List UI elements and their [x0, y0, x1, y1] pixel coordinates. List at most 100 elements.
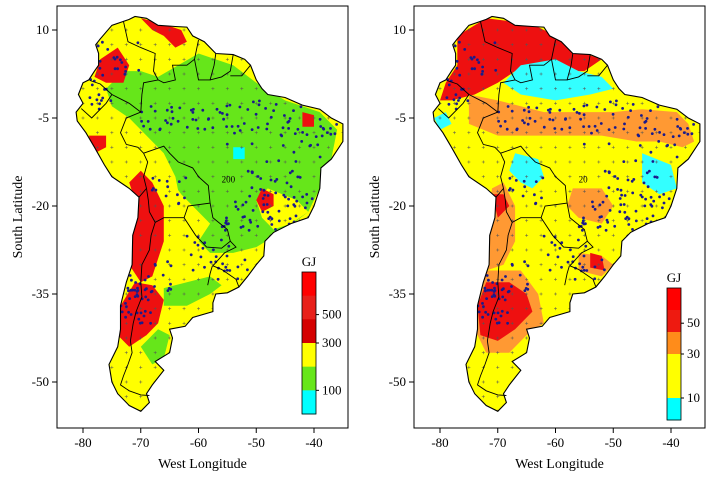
- station-dot: [305, 133, 309, 137]
- station-dot: [233, 131, 236, 135]
- grid-marker: [153, 248, 157, 252]
- grid-marker: [312, 175, 316, 179]
- station-dot: [692, 123, 695, 126]
- grid-marker: [655, 189, 659, 193]
- contour-label: 20: [579, 175, 589, 185]
- station-dot: [593, 124, 597, 128]
- station-dot: [273, 179, 277, 183]
- station-dot: [252, 100, 255, 104]
- station-dot: [221, 262, 225, 266]
- station-dot: [494, 317, 498, 321]
- grid-marker: [124, 336, 128, 340]
- grid-marker: [153, 131, 157, 135]
- station-dot: [497, 119, 500, 123]
- station-dot: [560, 265, 563, 269]
- station-dot: [100, 99, 103, 102]
- grid-marker: [139, 189, 143, 193]
- grid-marker: [110, 43, 114, 47]
- station-dot: [243, 258, 247, 262]
- grid-marker: [481, 145, 485, 149]
- grid-marker: [139, 307, 143, 311]
- grid-marker: [496, 351, 500, 355]
- grid-marker: [539, 43, 543, 47]
- station-dot: [638, 126, 642, 130]
- grid-marker: [182, 277, 186, 281]
- station-dot: [575, 111, 579, 114]
- grid-marker: [539, 219, 543, 223]
- legend-swatch: [667, 354, 681, 377]
- station-dot: [578, 262, 581, 266]
- grid-marker: [139, 145, 143, 149]
- grid-marker: [240, 101, 244, 105]
- grid-marker: [539, 145, 543, 149]
- station-dot: [143, 278, 147, 282]
- station-dot: [129, 313, 133, 316]
- station-dot: [613, 126, 617, 129]
- grid-marker: [312, 131, 316, 135]
- station-dot: [170, 105, 174, 109]
- station-dot: [652, 199, 656, 203]
- station-dot: [257, 103, 261, 107]
- grid-marker: [95, 72, 99, 76]
- station-dot: [527, 110, 531, 114]
- grid-marker: [539, 321, 543, 325]
- country-border: [119, 222, 156, 396]
- coastline: [75, 15, 344, 412]
- grid-marker: [554, 160, 557, 164]
- station-dot: [135, 293, 139, 296]
- grid-marker: [481, 57, 485, 61]
- grid-marker: [153, 116, 157, 120]
- grid-marker: [81, 116, 85, 120]
- station-dot: [447, 102, 451, 106]
- grid-marker: [139, 380, 143, 384]
- station-dot: [558, 108, 562, 112]
- grid-marker: [283, 116, 287, 120]
- grid-marker: [568, 204, 572, 208]
- station-dot: [463, 48, 467, 51]
- grid-marker: [211, 160, 215, 164]
- station-dot: [632, 178, 636, 181]
- station-dot: [494, 68, 498, 72]
- grid-marker: [110, 116, 114, 120]
- station-dot: [603, 268, 606, 272]
- station-dot: [149, 105, 153, 108]
- station-dot: [296, 175, 300, 179]
- legend-swatch: [667, 310, 681, 333]
- station-dot: [166, 289, 170, 292]
- station-dot: [500, 309, 504, 313]
- station-dot: [540, 196, 543, 200]
- station-dot: [655, 176, 659, 179]
- station-dot: [634, 209, 638, 213]
- station-dot: [218, 111, 222, 114]
- station-dot: [542, 234, 546, 238]
- grid-marker: [481, 292, 485, 296]
- station-dot: [560, 127, 564, 131]
- grid-marker: [153, 351, 157, 355]
- station-dot: [248, 194, 252, 198]
- station-dot: [201, 246, 205, 250]
- station-dot: [607, 186, 611, 190]
- grid-marker: [182, 175, 186, 179]
- station-dot: [613, 175, 617, 178]
- grid-marker: [611, 204, 615, 208]
- station-dot: [211, 126, 215, 130]
- grid-marker: [168, 87, 172, 91]
- grid-marker: [110, 57, 114, 61]
- station-dot: [452, 98, 456, 102]
- grid-marker: [452, 145, 456, 149]
- station-dot: [225, 104, 229, 108]
- station-dot: [285, 181, 289, 185]
- station-dot: [250, 142, 254, 146]
- grid-marker: [554, 263, 557, 267]
- station-dot: [286, 204, 290, 208]
- grid-marker: [539, 57, 543, 61]
- station-dot: [140, 119, 144, 123]
- station-dot: [582, 104, 586, 108]
- station-dot: [249, 220, 253, 224]
- grid-marker: [153, 277, 157, 281]
- station-dot: [634, 159, 638, 163]
- station-dot: [109, 99, 113, 103]
- station-dot: [177, 201, 181, 205]
- station-dot: [127, 310, 130, 314]
- station-dot: [671, 135, 675, 139]
